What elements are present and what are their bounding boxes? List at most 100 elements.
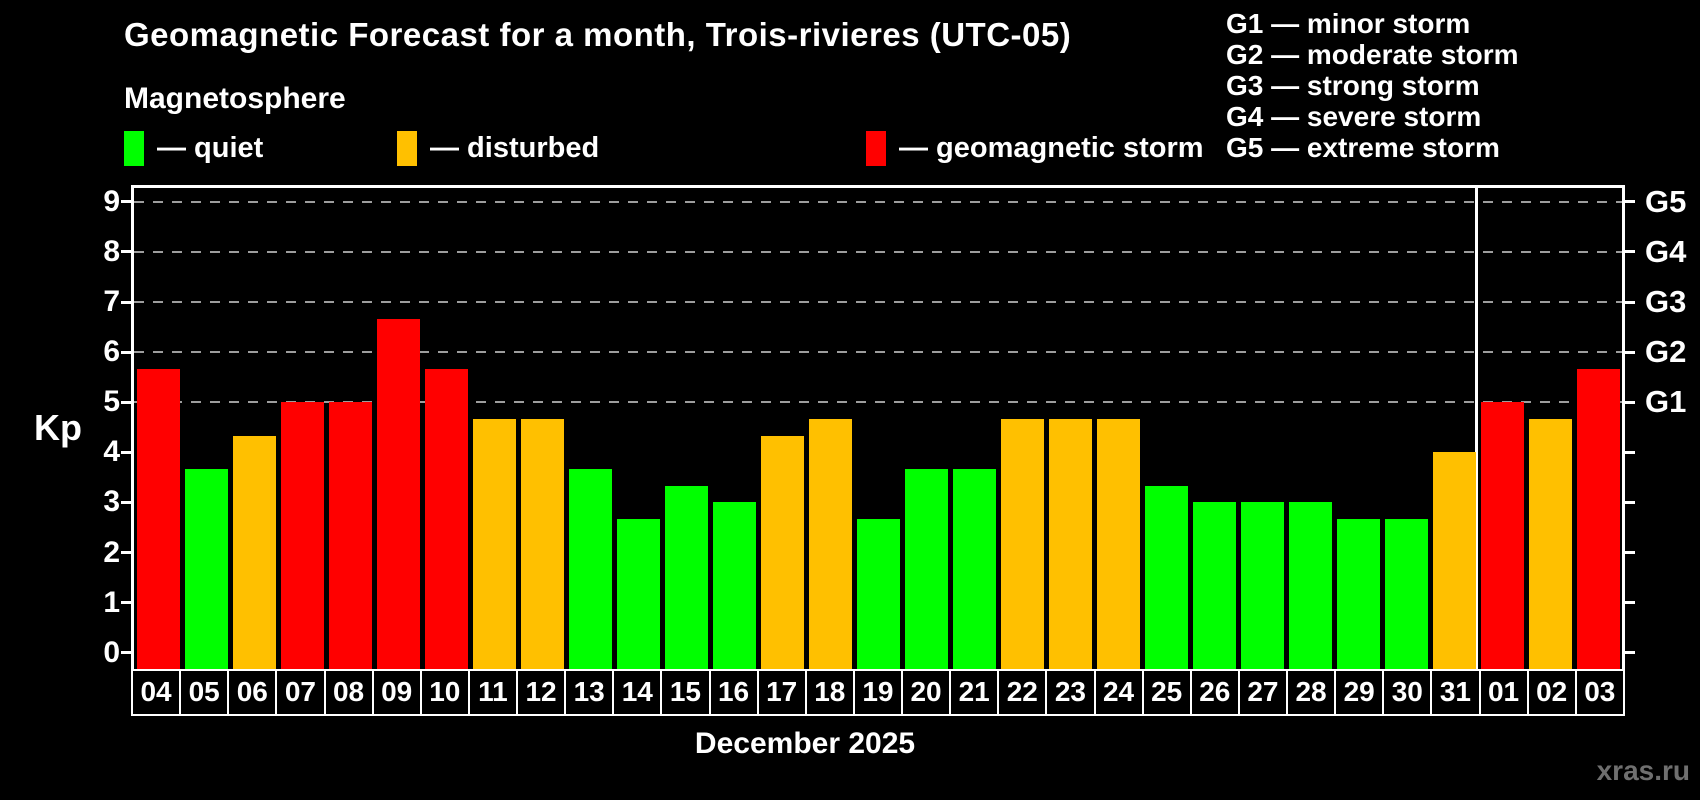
day-label-cell-26: 26 — [1189, 669, 1240, 716]
y-axis-tick-label-6: 6 — [103, 335, 120, 369]
bar-day-24 — [1096, 418, 1140, 669]
day-label-cell-04: 04 — [131, 669, 182, 716]
g-scale-label-g5: G5 — [1645, 183, 1687, 219]
legend-item-storm: — geomagnetic storm — [866, 130, 1204, 166]
bar-day-14 — [616, 518, 660, 669]
legend-label-storm: — geomagnetic storm — [899, 131, 1204, 164]
day-label-cell-06: 06 — [227, 669, 278, 716]
y-axis-tick-label-1: 1 — [103, 585, 120, 619]
bar-day-26 — [1192, 502, 1236, 669]
day-label-cell-02: 02 — [1526, 669, 1577, 716]
day-label-cell-01: 01 — [1478, 669, 1529, 716]
bar-day-27 — [1240, 502, 1284, 669]
y-axis-tick-label-5: 5 — [103, 385, 120, 419]
day-label-cell-23: 23 — [1045, 669, 1096, 716]
month-separator-line — [1474, 188, 1478, 669]
g-scale-label-g4: G4 — [1645, 233, 1687, 269]
y-axis-tick-label-4: 4 — [103, 435, 120, 469]
g-legend-line-g2: G2 — moderate storm — [1226, 39, 1519, 70]
day-label-cell-11: 11 — [467, 669, 518, 716]
day-label-cell-19: 19 — [852, 669, 903, 716]
y-axis-tick-left-4 — [121, 450, 134, 454]
bar-day-09 — [376, 318, 420, 669]
y-axis-tick-right-0 — [1622, 651, 1635, 655]
day-label-cell-10: 10 — [419, 669, 470, 716]
bar-day-20 — [904, 468, 948, 669]
legend-label-quiet: — quiet — [157, 131, 264, 164]
day-label-cell-18: 18 — [804, 669, 855, 716]
g-legend-line-g3: G3 — strong storm — [1226, 70, 1480, 101]
bar-day-19 — [856, 518, 900, 669]
plot-area — [121, 185, 1635, 669]
day-label-cell-30: 30 — [1382, 669, 1433, 716]
g-scale-legend: G1 — minor storm G2 — moderate storm G3 … — [1226, 8, 1519, 163]
day-label-cell-14: 14 — [612, 669, 663, 716]
y-axis-tick-label-7: 7 — [103, 285, 120, 318]
bar-day-28 — [1288, 502, 1332, 669]
bar-day-23 — [1048, 418, 1092, 669]
y-axis-tick-right-3 — [1622, 500, 1635, 504]
bar-day-15 — [664, 485, 708, 669]
y-axis-tick-left-7 — [121, 300, 134, 304]
day-label-cell-28: 28 — [1286, 669, 1337, 716]
day-label-cell-15: 15 — [660, 669, 711, 716]
day-label-cell-22: 22 — [997, 669, 1048, 716]
bar-day-04 — [136, 368, 180, 669]
y-axis-tick-left-9 — [121, 200, 134, 204]
y-axis-tick-label-8: 8 — [103, 234, 120, 268]
bar-day-18 — [808, 418, 852, 669]
y-axis-tick-left-2 — [121, 551, 134, 554]
bar-day-03 — [1576, 368, 1620, 669]
g-scale-label-g1: G1 — [1645, 384, 1687, 420]
bar-day-17 — [760, 435, 804, 669]
disturbed-color-swatch — [397, 130, 417, 166]
day-label-cell-21: 21 — [949, 669, 1000, 716]
bar-day-12 — [520, 418, 564, 669]
gridline-kp8 — [134, 250, 1622, 253]
day-label-cell-09: 09 — [371, 669, 422, 716]
bar-day-11 — [472, 418, 516, 669]
y-axis-tick-right-5 — [1622, 400, 1635, 404]
bar-day-30 — [1384, 518, 1428, 669]
legend-label-disturbed: — disturbed — [430, 131, 600, 164]
chart-title: Geomagnetic Forecast for a month, Trois-… — [124, 16, 1072, 53]
bar-day-05 — [184, 468, 228, 669]
day-label-cell-20: 20 — [901, 669, 952, 716]
y-axis-tick-right-8 — [1622, 250, 1635, 254]
y-axis-tick-right-6 — [1622, 350, 1635, 354]
y-axis-tick-left-3 — [121, 500, 134, 504]
y-axis-tick-label-3: 3 — [103, 485, 120, 519]
y-axis-title: Kp — [34, 407, 82, 448]
day-label-cell-08: 08 — [323, 669, 374, 716]
day-label-cell-12: 12 — [516, 669, 567, 716]
day-labels-row: 04 05 06 07 08 09 10 11 12 13 14 15 16 17 18 19 20 21 22 23… — [131, 669, 1625, 716]
bar-day-29 — [1336, 518, 1380, 669]
bar-day-10 — [424, 368, 468, 669]
day-label-cell-16: 16 — [708, 669, 759, 716]
bar-day-06 — [232, 435, 276, 669]
day-label-cell-29: 29 — [1334, 669, 1385, 716]
g-legend-line-g1: G1 — minor storm — [1226, 8, 1471, 39]
bar-day-22 — [1000, 418, 1044, 669]
bar-day-31 — [1432, 452, 1476, 669]
quiet-color-swatch — [124, 130, 144, 166]
gridline-kp9 — [134, 200, 1622, 203]
gridline-kp7 — [134, 301, 1622, 303]
y-axis-tick-left-1 — [121, 601, 134, 605]
bar-day-16 — [712, 502, 756, 669]
gridline-kp5 — [134, 401, 1622, 404]
day-label-cell-07: 07 — [275, 669, 326, 716]
storm-color-swatch — [866, 130, 886, 166]
bar-day-08 — [328, 402, 372, 669]
day-label-cell-31: 31 — [1430, 669, 1481, 716]
y-axis-tick-left-5 — [121, 400, 134, 404]
y-axis-tick-left-6 — [121, 350, 134, 354]
day-label-cell-03: 03 — [1574, 669, 1625, 716]
legend-item-quiet: — quiet — [124, 130, 263, 166]
bar-day-02 — [1528, 418, 1572, 669]
day-label-cell-17: 17 — [756, 669, 807, 716]
y-axis-tick-label-0: 0 — [103, 635, 120, 669]
g-scale-label-g3: G3 — [1645, 284, 1687, 319]
g-legend-line-g4: G4 — severe storm — [1226, 101, 1482, 132]
